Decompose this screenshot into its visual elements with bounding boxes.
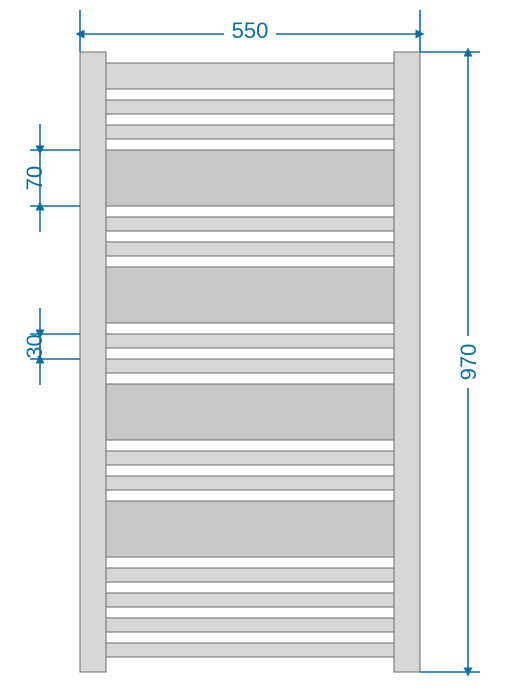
- radiator-rung: [106, 63, 394, 89]
- radiator: [80, 52, 420, 672]
- dim-height-value: 970: [456, 344, 481, 381]
- radiator-rung: [106, 476, 394, 490]
- radiator-rung: [106, 242, 394, 256]
- dim-70-value: 70: [22, 166, 47, 190]
- radiator-rung: [106, 384, 394, 440]
- radiator-post-left: [80, 52, 106, 672]
- radiator-rung: [106, 568, 394, 582]
- radiator-rung: [106, 100, 394, 114]
- dim-width-value: 550: [232, 18, 269, 43]
- radiator-rung: [106, 125, 394, 139]
- radiator-post-right: [394, 52, 420, 672]
- radiator-rung: [106, 150, 394, 206]
- radiator-rung: [106, 451, 394, 465]
- radiator-rung: [106, 359, 394, 373]
- radiator-rung: [106, 593, 394, 607]
- dim-30-value: 30: [22, 334, 47, 358]
- radiator-rung: [106, 334, 394, 348]
- radiator-rung: [106, 643, 394, 657]
- radiator-rung: [106, 501, 394, 557]
- radiator-rung: [106, 217, 394, 231]
- radiator-rung: [106, 267, 394, 323]
- radiator-rung: [106, 618, 394, 632]
